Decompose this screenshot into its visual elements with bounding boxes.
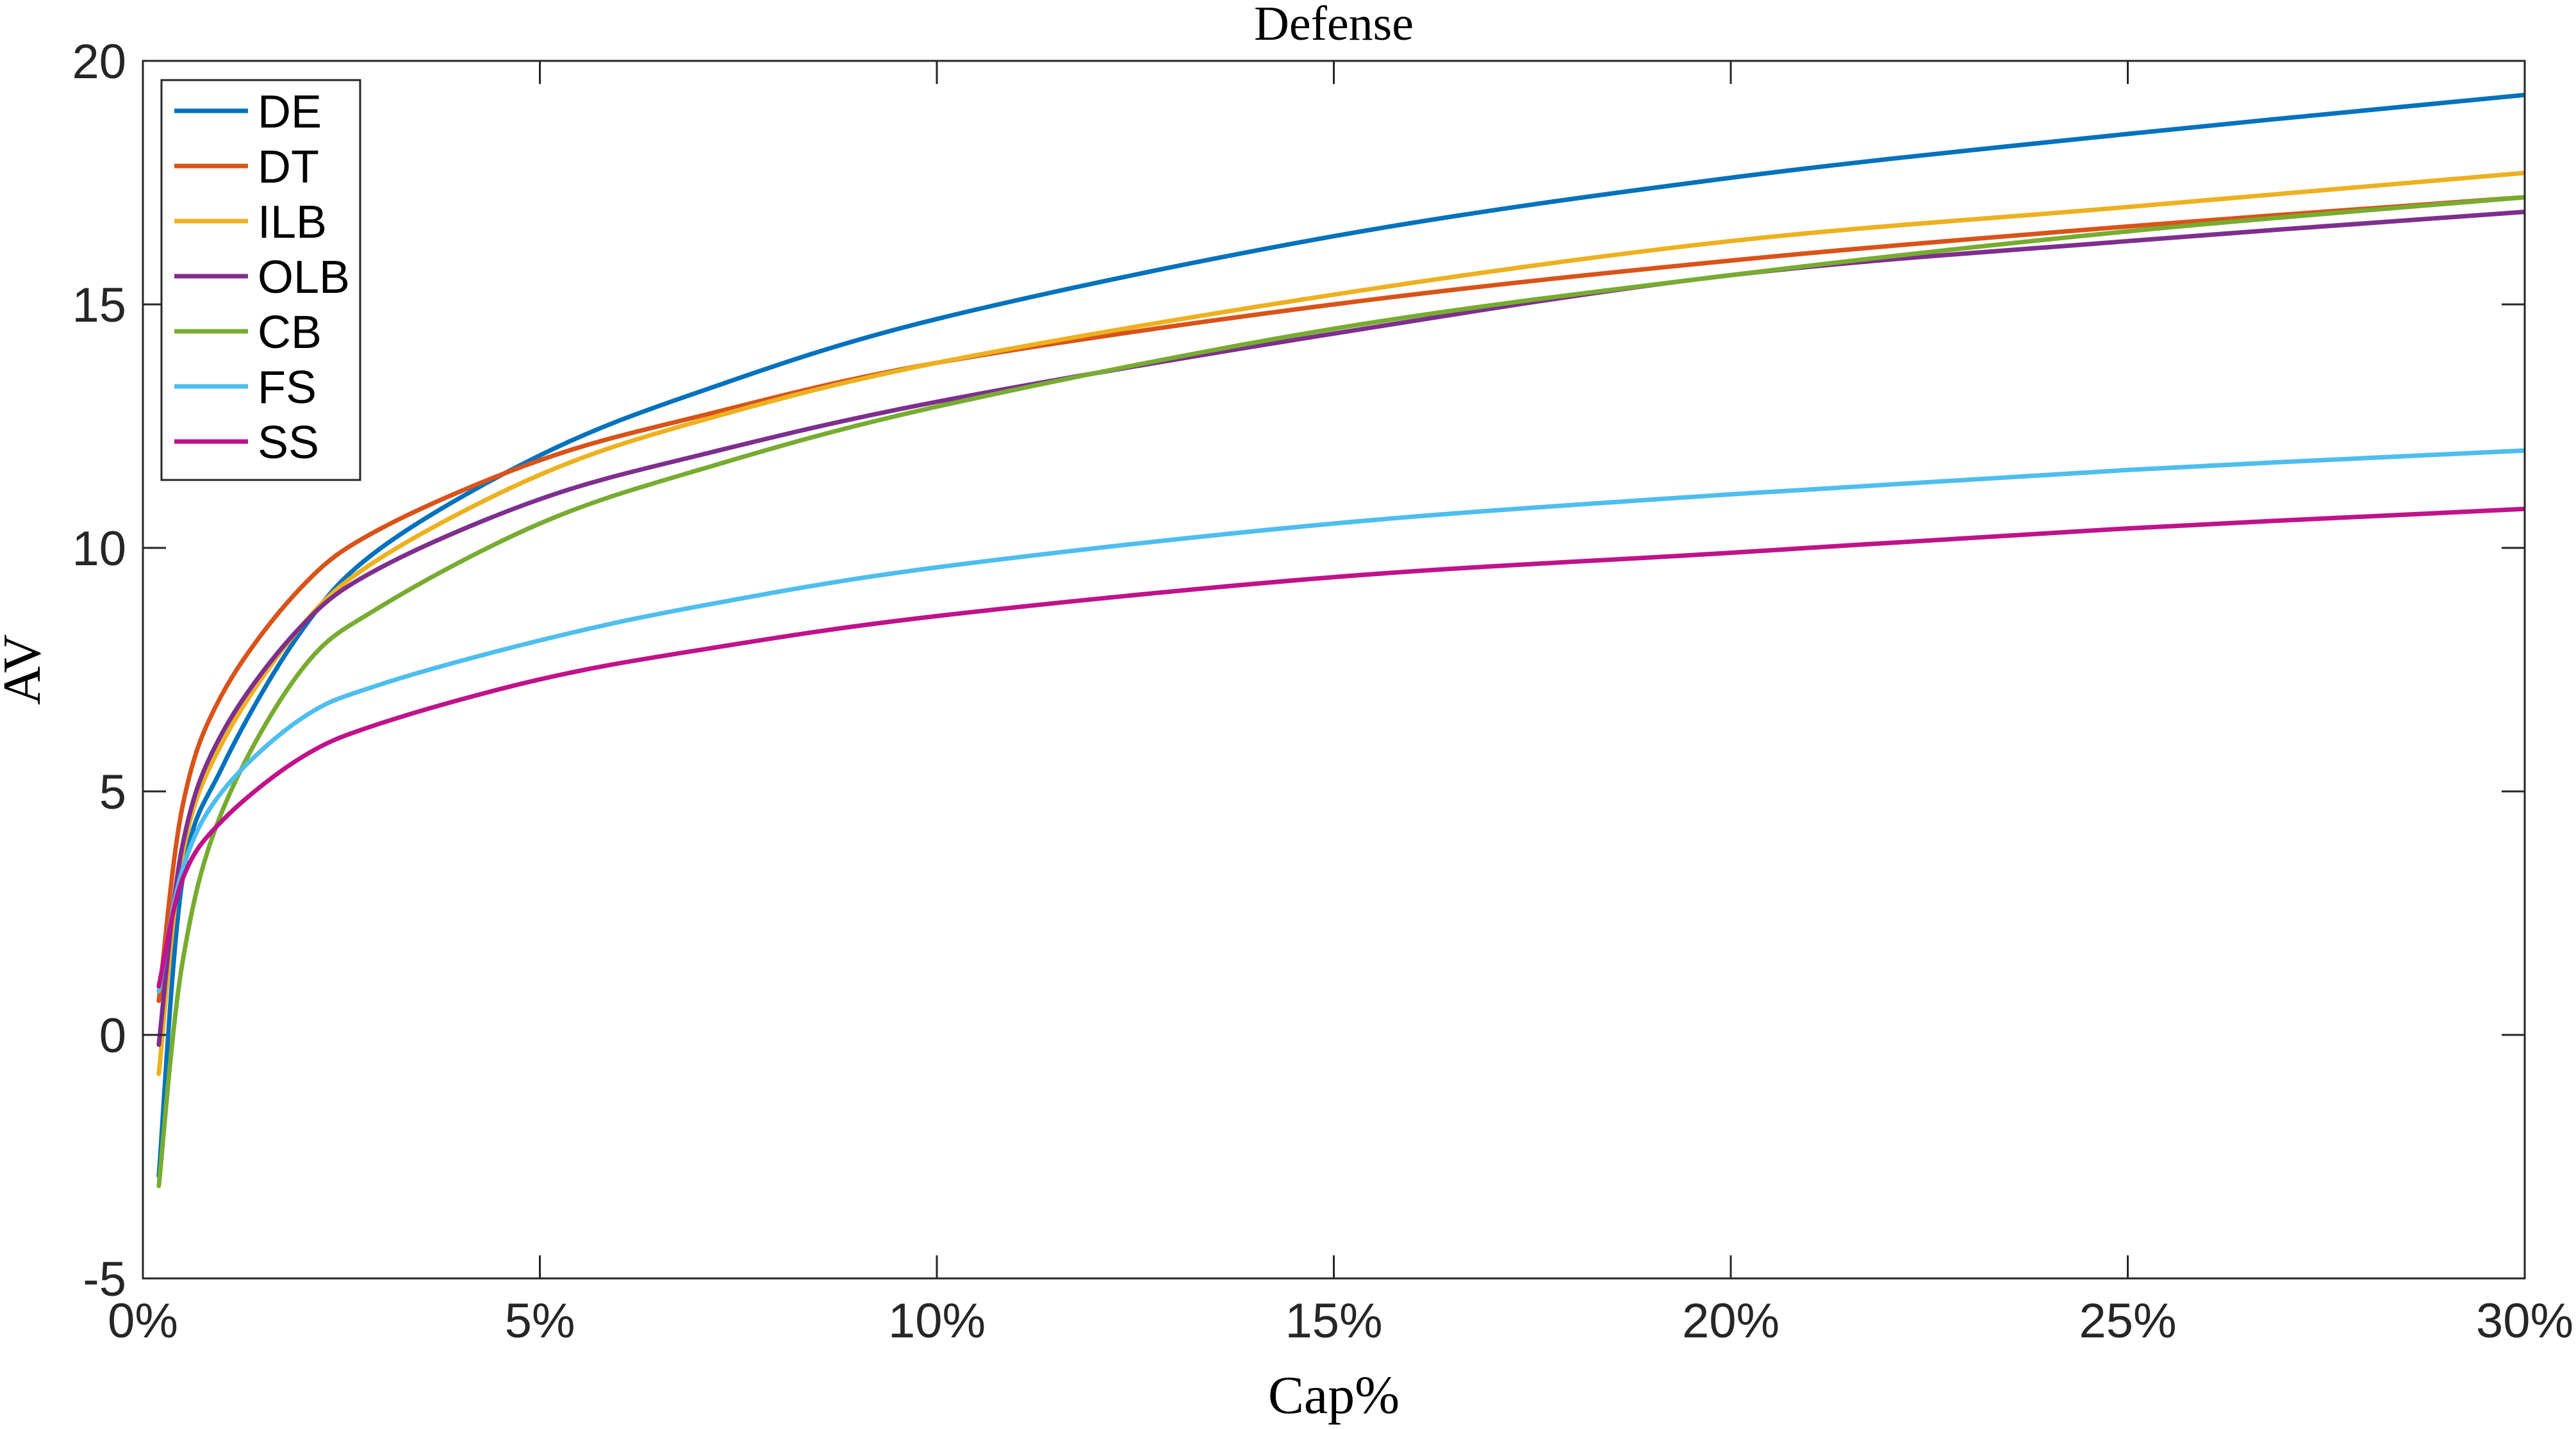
series-line-cb [156,195,2525,1189]
series-line-olb [156,210,2525,1047]
legend-label-cb: CB [258,307,322,358]
ticks-layer [142,60,2526,1280]
y-tick-label: 20 [72,35,126,89]
x-tick-label: 5% [505,1294,575,1348]
x-axis-label: Cap% [1268,1366,1399,1425]
y-tick-label: 10 [72,522,126,576]
series-line-fs [156,448,2525,994]
x-tick-label: 0% [108,1294,178,1348]
legend-box [160,79,361,481]
x-tick-label: 10% [888,1294,986,1348]
y-tick-label: 0 [99,1009,126,1063]
legend-label-ss: SS [258,417,319,468]
legend-label-fs: FS [258,362,317,413]
x-tick-label: 15% [1285,1294,1382,1348]
labels-layer: 0% 5% 10% 15% 20% 25% 30% -5 0 5 10 15 20 [72,35,2573,1348]
series-layer [156,92,2525,1189]
y-tick-label: 15 [72,278,126,333]
legend-label-olb: OLB [258,252,350,303]
legend-label-dt: DT [258,142,319,193]
chart-title: Defense [1254,0,1414,51]
y-tick-label: 5 [99,765,126,820]
x-tick-label: 20% [1682,1294,1779,1348]
y-axis-label: AV [0,634,52,706]
series-line-de [156,92,2525,1178]
legend-label-de: DE [258,87,322,138]
y-tick-label: -5 [83,1252,126,1307]
series-line-ilb [156,170,2525,1077]
x-tick-label: 25% [2079,1294,2176,1348]
series-line-ss [156,506,2525,989]
x-tick-label: 30% [2476,1294,2573,1348]
legend-label-ilb: ILB [258,197,327,248]
